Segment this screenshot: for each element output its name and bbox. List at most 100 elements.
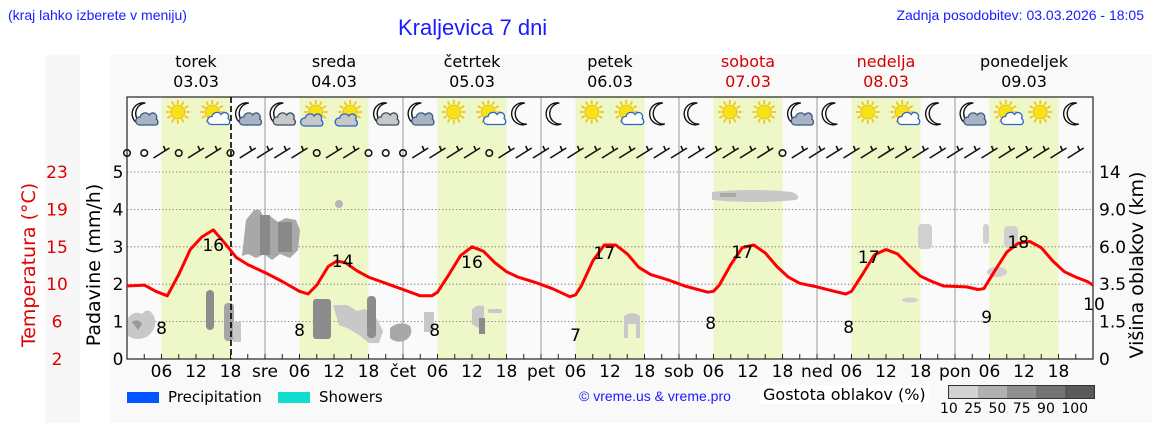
svg-text:12: 12 bbox=[461, 362, 483, 382]
svg-text:čet: čet bbox=[390, 362, 417, 382]
wind-barb-icon bbox=[791, 145, 809, 159]
svg-text:16: 16 bbox=[461, 253, 483, 273]
day-header-08.03: nedelja 08.03 bbox=[817, 52, 955, 92]
wind-barb-icon bbox=[325, 145, 343, 159]
svg-text:17: 17 bbox=[593, 244, 615, 264]
wind-barb-icon bbox=[204, 145, 222, 159]
cloud-density-scale bbox=[948, 385, 1095, 399]
sun-cloud-icon bbox=[993, 100, 1024, 126]
wind-barb-icon bbox=[739, 145, 757, 159]
wind-barb-icon bbox=[549, 145, 567, 159]
wind-barb-icon bbox=[239, 145, 257, 159]
wind-barb-icon bbox=[1032, 145, 1050, 159]
svg-text:ned: ned bbox=[801, 362, 833, 382]
legend-showers: Showers bbox=[278, 388, 383, 406]
wind-barb-icon bbox=[894, 145, 912, 159]
wind-barb-icon bbox=[618, 145, 636, 159]
svg-text:12: 12 bbox=[323, 362, 345, 382]
svg-text:06: 06 bbox=[979, 362, 1001, 382]
axis-tick-labels: 2319151062543210149.06.03.51.50Temperatu… bbox=[18, 163, 1148, 382]
svg-text:Padavine (mm/h): Padavine (mm/h) bbox=[83, 184, 105, 347]
day-date: 06.03 bbox=[587, 72, 633, 91]
svg-text:5: 5 bbox=[113, 163, 124, 183]
cloud-density-ticks: 10 25 50 75 90 100 bbox=[940, 401, 1089, 417]
sun-icon bbox=[717, 100, 742, 124]
wind-barb-icon bbox=[687, 145, 705, 159]
cloud-density-swatch bbox=[949, 386, 978, 398]
day-date: 03.03 bbox=[173, 72, 219, 91]
day-date: 04.03 bbox=[311, 72, 357, 91]
svg-text:6.0: 6.0 bbox=[1099, 238, 1126, 258]
wind-barb-icon bbox=[187, 145, 205, 159]
svg-text:18: 18 bbox=[220, 362, 242, 382]
day-header-09.03: ponedeljek 09.03 bbox=[955, 52, 1093, 92]
day-name: ponedeljek bbox=[980, 52, 1068, 71]
wind-barb-icon bbox=[756, 145, 774, 159]
svg-text:06: 06 bbox=[703, 362, 725, 382]
wind-barbs-row bbox=[122, 145, 1085, 159]
moon-icon bbox=[924, 102, 942, 126]
wind-barb-icon bbox=[808, 145, 826, 159]
svg-text:18: 18 bbox=[1007, 233, 1029, 253]
svg-text:3: 3 bbox=[113, 238, 124, 258]
sun-cloud-big-icon bbox=[334, 100, 363, 127]
weather-icons-row bbox=[131, 100, 1080, 127]
svg-text:9.0: 9.0 bbox=[1099, 200, 1126, 220]
sun-cloud-icon bbox=[614, 100, 645, 126]
precipitation-swatch bbox=[127, 391, 159, 403]
wind-barb-icon bbox=[825, 145, 843, 159]
svg-text:18: 18 bbox=[358, 362, 380, 382]
day-date: 09.03 bbox=[1001, 72, 1047, 91]
day-date: 07.03 bbox=[725, 72, 771, 91]
left-panel-background bbox=[45, 55, 80, 423]
svg-text:12: 12 bbox=[875, 362, 897, 382]
wind-barb-icon bbox=[929, 145, 947, 159]
svg-text:8: 8 bbox=[705, 314, 716, 334]
svg-text:2: 2 bbox=[113, 275, 124, 295]
svg-text:18: 18 bbox=[910, 362, 932, 382]
svg-text:17: 17 bbox=[858, 248, 880, 268]
svg-text:10: 10 bbox=[46, 275, 68, 295]
svg-text:7: 7 bbox=[570, 326, 581, 346]
moon-icon bbox=[1062, 102, 1080, 126]
wind-barb-icon bbox=[498, 145, 515, 159]
wind-barb-icon bbox=[722, 145, 740, 159]
wind-barb-icon bbox=[843, 145, 860, 159]
wind-barb-icon bbox=[515, 145, 533, 159]
showers-label: Showers bbox=[319, 388, 383, 406]
location-menu-hint[interactable]: (kraj lahko izberete v meniju) bbox=[8, 7, 187, 23]
moon-cloud-big-icon bbox=[372, 102, 400, 126]
sun-icon bbox=[165, 100, 190, 124]
svg-text:sre: sre bbox=[252, 362, 278, 382]
wind-barb-icon bbox=[636, 145, 653, 159]
svg-text:pon: pon bbox=[939, 362, 971, 382]
svg-text:0: 0 bbox=[113, 350, 124, 370]
svg-text:pet: pet bbox=[527, 362, 555, 382]
svg-text:18: 18 bbox=[634, 362, 656, 382]
cloud-density-swatch bbox=[1036, 386, 1065, 398]
wind-barb-icon bbox=[256, 145, 274, 159]
wind-barb-icon bbox=[1067, 145, 1085, 159]
moon-icon bbox=[821, 102, 838, 126]
day-name: četrtek bbox=[443, 52, 501, 71]
last-update-timestamp: Zadnja posodobitev: 03.03.2026 - 18:05 bbox=[896, 7, 1144, 23]
day-header-06.03: petek 06.03 bbox=[541, 52, 679, 92]
svg-text:9: 9 bbox=[981, 308, 992, 328]
sun-cloud-icon bbox=[200, 100, 231, 126]
sun-cloud-icon bbox=[890, 100, 921, 126]
cloud-density-swatch bbox=[978, 386, 1007, 398]
wind-barb-icon bbox=[946, 145, 964, 159]
day-name: nedelja bbox=[856, 52, 916, 71]
svg-text:10: 10 bbox=[1083, 295, 1105, 315]
wind-barb-icon bbox=[153, 145, 170, 159]
wind-barb-icon bbox=[291, 145, 308, 159]
sun-icon bbox=[1028, 100, 1053, 124]
svg-text:1: 1 bbox=[113, 313, 124, 333]
wind-barb-icon bbox=[429, 145, 446, 159]
svg-text:14: 14 bbox=[332, 252, 354, 272]
wind-barb-icon bbox=[877, 145, 895, 159]
day-date: 05.03 bbox=[449, 72, 495, 91]
svg-text:12: 12 bbox=[737, 362, 759, 382]
credit-link[interactable]: © vreme.us & vreme.pro bbox=[579, 388, 731, 404]
moon-cloud-icon bbox=[786, 102, 815, 126]
